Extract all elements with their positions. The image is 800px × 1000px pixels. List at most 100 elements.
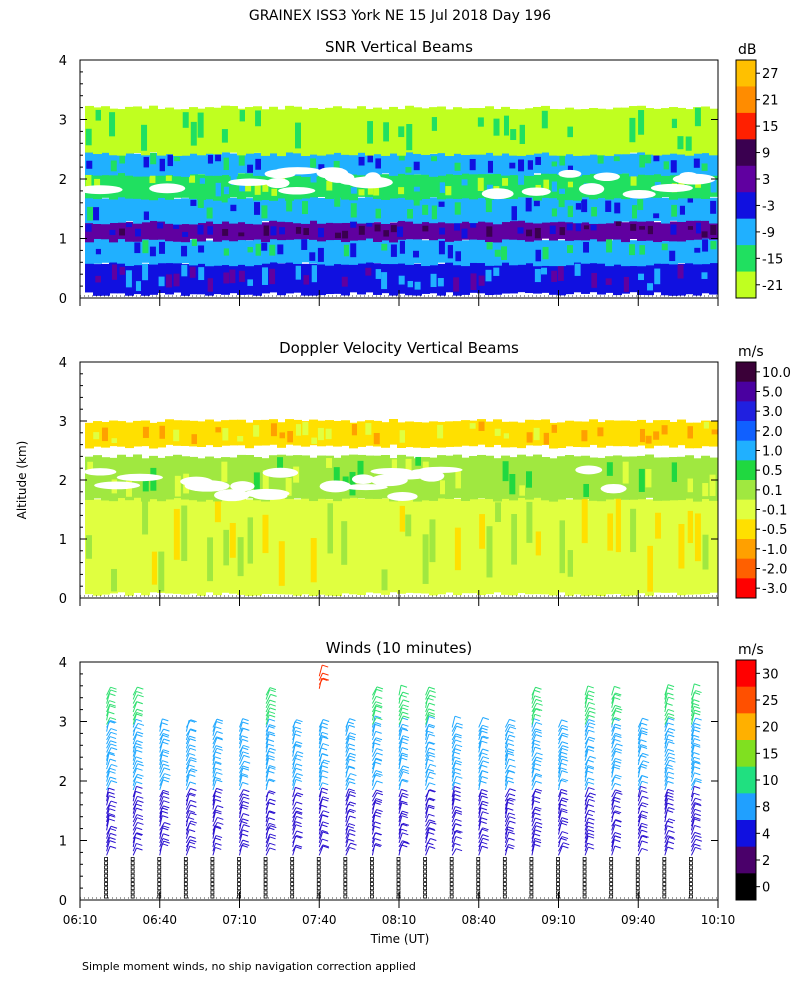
heat-cell [557, 265, 564, 281]
wind-barb [212, 736, 217, 745]
wind-barb [531, 756, 537, 766]
wind-barb-feather [456, 775, 463, 779]
heat-cell [134, 242, 141, 254]
wind-barb-feather [215, 842, 222, 846]
calm-marker [130, 869, 135, 874]
heat-cell [325, 455, 334, 499]
wind-barb [451, 836, 457, 848]
heat-cell [383, 122, 390, 142]
calm-marker [662, 877, 667, 882]
wind-barb-feather [507, 750, 514, 754]
wind-barb-feather [269, 810, 276, 814]
wind-barb-feather [401, 800, 408, 804]
wind-barb [531, 747, 536, 757]
wind-barb-feather [402, 840, 409, 844]
heat-cell [223, 248, 230, 256]
wind-barb [132, 847, 137, 856]
wind-barb [531, 829, 536, 839]
wind-barb-feather [270, 825, 277, 829]
heat-cell [509, 239, 518, 266]
heat-cell [173, 237, 182, 264]
wind-barb-feather [481, 789, 488, 792]
heat-cell [141, 498, 150, 596]
wind-barb-feather [589, 710, 596, 714]
wind-barb-feather [136, 842, 143, 846]
wind-barb [558, 810, 562, 823]
wind-barb-feather [190, 839, 197, 843]
heat-cell [173, 508, 180, 560]
wind-barb-feather [374, 715, 382, 719]
wind-barb-feather [135, 756, 142, 760]
heat-cell [205, 152, 214, 176]
wind-barb-feather [588, 690, 595, 694]
wind-barb-feather [429, 797, 436, 801]
wind-barb-feather [668, 716, 675, 720]
heat-cell [375, 208, 382, 219]
heat-cell [590, 224, 597, 231]
wind-barb [531, 740, 535, 749]
heat-cell [477, 108, 486, 155]
heat-cell [350, 221, 357, 228]
heat-cell [350, 243, 357, 258]
wind-barb-feather [163, 738, 170, 742]
wind-barb-feather [215, 762, 222, 766]
heat-cell [621, 240, 630, 267]
wind-barb [637, 781, 643, 791]
wind-barb [398, 810, 403, 819]
colorbar-swatch [736, 112, 756, 140]
wind-barb [371, 724, 376, 736]
wind-barb [425, 714, 430, 725]
wind-barb-feather [481, 845, 489, 849]
wind-barb [239, 782, 243, 791]
heat-cell [119, 266, 126, 275]
wind-barb [558, 820, 563, 831]
wind-barb [371, 798, 377, 806]
heat-cell [381, 243, 388, 251]
wind-barb-feather [668, 696, 675, 700]
wind-barb-feather [587, 765, 595, 769]
wind-barb-feather [694, 802, 701, 806]
heat-cell [501, 498, 510, 595]
calm-marker [476, 882, 481, 886]
wind-barb [371, 742, 375, 753]
heat-cell [509, 261, 518, 294]
heat-cell [517, 496, 526, 594]
wind-barb-feather [694, 712, 701, 716]
heat-cell [661, 263, 670, 296]
heat-cell [325, 262, 334, 295]
wind-barb-feather [190, 757, 197, 760]
wind-barb-feather [693, 760, 700, 764]
wind-barb [531, 695, 536, 704]
calm-marker [343, 890, 348, 895]
wind-barb [584, 792, 591, 802]
heat-cell [301, 172, 310, 199]
wind-barb [106, 814, 110, 827]
heat-cell [455, 471, 462, 489]
heat-cell [167, 154, 174, 167]
wind-barb [371, 705, 377, 717]
wind-barb [265, 703, 271, 713]
heat-cell [549, 458, 558, 502]
wind-barb [664, 713, 669, 721]
wind-profile [130, 686, 145, 899]
calm-marker [582, 861, 587, 866]
calm-marker [157, 882, 162, 886]
heat-cell [221, 197, 228, 203]
heat-cell [493, 495, 502, 593]
heat-cell [589, 107, 598, 155]
heat-cell [413, 186, 420, 192]
wind-profile [290, 719, 304, 899]
heat-cell [431, 156, 438, 162]
wind-barb [690, 793, 695, 802]
wind-barb-feather [535, 806, 542, 810]
heat-cell [301, 154, 310, 177]
heat-cell [677, 107, 686, 155]
wind-barb [664, 728, 670, 737]
wind-barb-feather [110, 740, 117, 744]
colorbar-swatch [736, 245, 756, 273]
heat-cell [190, 199, 197, 206]
wind-barb-feather [137, 722, 145, 726]
calm-marker [316, 865, 321, 870]
calm-marker [183, 857, 188, 861]
wind-barb-feather [295, 846, 302, 850]
